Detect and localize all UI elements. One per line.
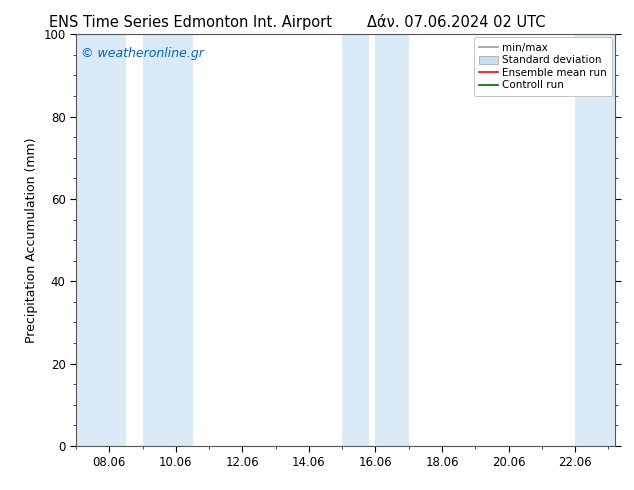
Bar (76, 34, 126, 446)
Bar (342, 34, 369, 446)
Y-axis label: Precipitation Accumulation (mm): Precipitation Accumulation (mm) (25, 137, 38, 343)
Bar (575, 34, 615, 446)
Legend: min/max, Standard deviation, Ensemble mean run, Controll run: min/max, Standard deviation, Ensemble me… (474, 37, 612, 96)
Text: ENS Time Series Edmonton Int. Airport: ENS Time Series Edmonton Int. Airport (49, 15, 332, 30)
Bar (143, 34, 193, 446)
Text: Δάν. 07.06.2024 02 UTC: Δάν. 07.06.2024 02 UTC (367, 15, 546, 30)
Text: © weatheronline.gr: © weatheronline.gr (81, 47, 204, 60)
Bar (375, 34, 409, 446)
